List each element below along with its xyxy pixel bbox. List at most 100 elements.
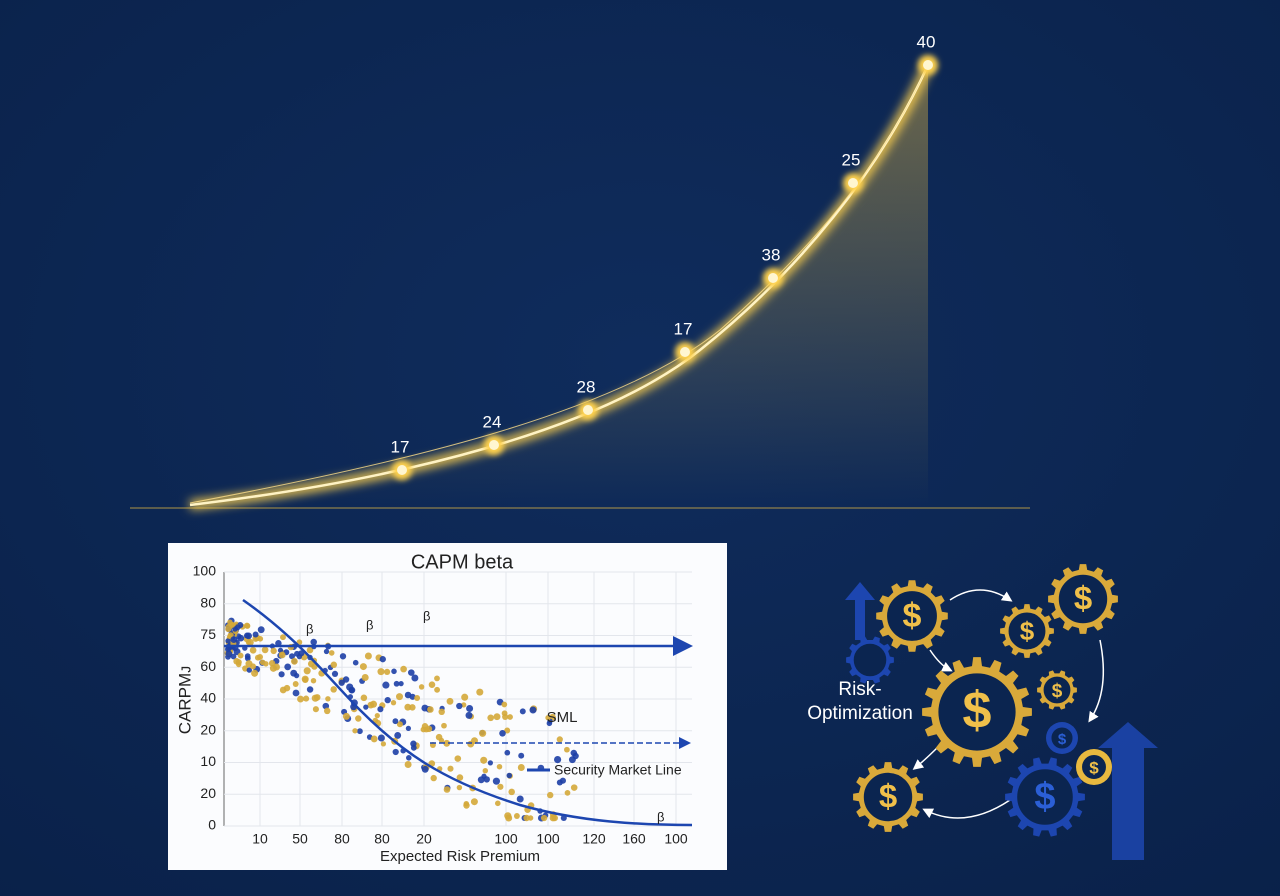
scatter-dot	[269, 664, 277, 672]
scatter-dot	[292, 681, 299, 687]
scatter-dot	[430, 774, 437, 782]
flow-arrow	[922, 799, 1011, 819]
scatter-dot	[467, 740, 475, 748]
label: Optimization	[807, 703, 913, 724]
x-axis-label: Expected Risk Premium	[380, 848, 540, 865]
y-tick-label: 40	[200, 690, 216, 706]
point-label: 38	[762, 245, 781, 264]
scatter-dot	[363, 704, 369, 710]
point	[768, 273, 778, 283]
dollar-sign: $	[1089, 758, 1099, 777]
flow-arrow	[949, 589, 1013, 602]
scatter-dot	[497, 783, 504, 790]
legend-label: Security Market Line	[554, 762, 682, 778]
y-axis-label: CARPMᴊ	[175, 666, 194, 735]
up-arrow	[845, 582, 875, 640]
scatter-dot	[328, 650, 335, 656]
sml-label: SML	[547, 709, 578, 726]
scatter-dot	[438, 737, 445, 744]
scatter-dot	[394, 731, 402, 739]
scatter-dot	[404, 761, 412, 768]
scatter-dot	[330, 661, 338, 669]
scatter-dot	[243, 632, 251, 639]
beta-label: β	[423, 608, 430, 623]
scatter-dot	[391, 668, 397, 675]
scatter-dot	[405, 725, 412, 732]
scatter-dot	[570, 749, 578, 757]
scatter-dot	[306, 646, 314, 654]
scatter-dot	[396, 693, 403, 701]
x-tick-label: 50	[292, 831, 308, 847]
scatter-dot	[463, 802, 470, 809]
dollar-sign: $	[1058, 731, 1067, 748]
x-tick-label: 100	[664, 831, 688, 847]
scatter-dot	[297, 695, 304, 703]
scatter-dot	[494, 800, 501, 807]
scatter-dot	[359, 663, 367, 671]
scatter-dot	[352, 728, 358, 734]
scatter-dot	[280, 634, 286, 641]
x-tick-label: 80	[374, 831, 390, 847]
gear-face	[936, 671, 1018, 753]
point	[397, 465, 407, 475]
scatter-dot	[330, 686, 337, 693]
scatter-dot	[237, 634, 245, 642]
scatter-dot	[398, 680, 404, 687]
scatter-dot	[303, 695, 310, 702]
x-tick-label: 80	[334, 831, 350, 847]
scatter-dot	[235, 661, 242, 668]
point	[923, 60, 933, 70]
scatter-dot	[392, 748, 399, 756]
scatter-dot	[377, 668, 385, 676]
scatter-dot	[244, 623, 251, 629]
point	[848, 178, 858, 188]
x-tick-label: 10	[252, 831, 268, 847]
curve-area	[190, 65, 928, 505]
scatter-dot	[283, 684, 291, 692]
scatter-dot	[410, 744, 417, 751]
scatter-dot	[428, 681, 436, 688]
scatter-dot	[249, 646, 257, 654]
scatter-dot	[352, 659, 359, 666]
scatter-dot	[325, 696, 331, 702]
point	[680, 347, 690, 357]
scatter-dot	[456, 702, 463, 710]
y-tick-label: 20	[200, 721, 216, 737]
scatter-dot	[438, 708, 445, 716]
x-tick-label: 20	[416, 831, 432, 847]
scatter-dot	[229, 621, 236, 628]
y-tick-label: 80	[200, 594, 216, 610]
scatter-dot	[513, 813, 520, 819]
scatter-dot	[421, 723, 429, 730]
y-tick-label: 0	[208, 817, 216, 833]
point-label: 28	[577, 377, 596, 396]
scatter-dot	[278, 671, 285, 678]
gear-face	[1056, 572, 1110, 626]
scatter-dot	[421, 765, 429, 773]
scatter-dot	[380, 741, 387, 747]
scatter-dot	[277, 647, 284, 653]
dollar-sign: $	[1052, 681, 1063, 702]
scatter-dot	[479, 729, 487, 737]
scatter-dot	[342, 712, 350, 720]
gear-face	[861, 770, 915, 824]
scatter-dot	[418, 684, 425, 690]
scatter-dot	[257, 626, 265, 634]
scatter-dot	[292, 689, 300, 697]
scatter-dot	[339, 653, 347, 660]
gear-face	[1049, 725, 1075, 751]
scatter-dot	[547, 791, 554, 799]
scatter-dot	[355, 715, 362, 722]
scatter-dot	[454, 755, 462, 762]
growth-curve: 17 24 28 17 38 25 40	[130, 32, 1030, 510]
point-label: 17	[391, 437, 410, 456]
scatter-dot	[465, 711, 473, 719]
scatter-dot	[545, 714, 551, 721]
scatter-dot	[476, 688, 484, 696]
scatter-dot	[504, 727, 511, 734]
scatter-dot	[278, 651, 286, 659]
scatter-dot	[554, 756, 562, 764]
scatter-dot	[342, 676, 350, 683]
scatter-dot	[252, 631, 259, 638]
